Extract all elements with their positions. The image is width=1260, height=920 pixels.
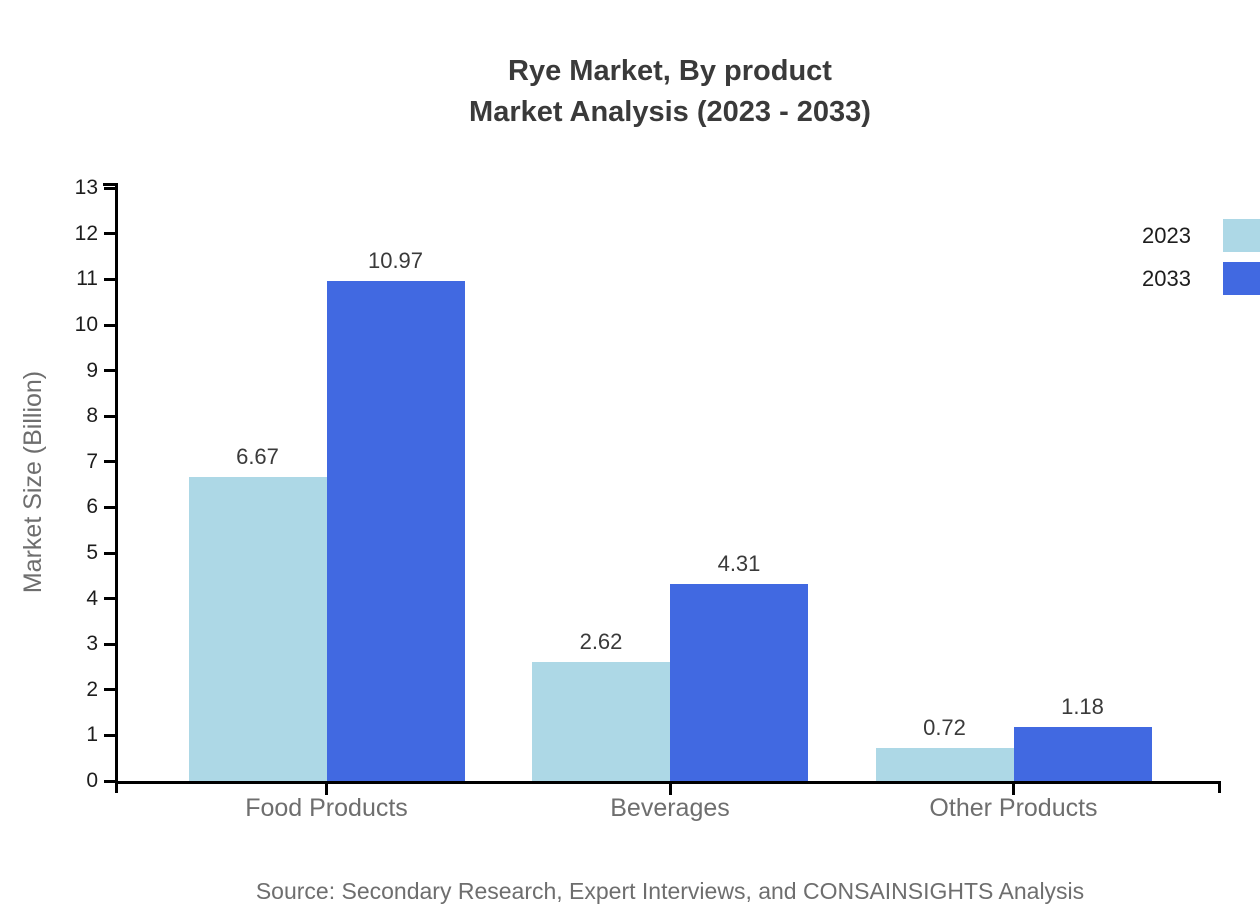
y-tick-label: 4 (86, 586, 98, 610)
value-label-2033-beverages: 4.31 (717, 551, 761, 577)
y-tick (104, 369, 115, 373)
legend-swatch-2023 (1223, 219, 1260, 252)
y-tick-label: 13 (74, 176, 98, 200)
source-note: Source: Secondary Research, Expert Inter… (255, 878, 1085, 904)
x-category-label-beverages: Beverages (610, 794, 730, 822)
y-tick-label: 10 (74, 313, 98, 336)
legend-label-2033: 2033 (1142, 265, 1191, 291)
y-tick-label: 8 (86, 404, 98, 428)
y-tick (104, 597, 115, 601)
y-tick (104, 779, 115, 783)
y-tick-label: 1 (86, 723, 98, 747)
y-tick (104, 733, 115, 737)
y-tick (104, 688, 115, 692)
chart-title: Rye Market, By product Market Analysis (… (80, 51, 1260, 133)
y-tick (104, 551, 115, 555)
x-axis-line (115, 781, 1221, 784)
y-tick (104, 186, 115, 190)
y-tick-label: 3 (86, 632, 98, 656)
y-tick-label: 5 (86, 541, 98, 564)
chart-title-line1: Rye Market, By product (508, 55, 832, 87)
y-tick (104, 642, 115, 646)
value-label-2023-other-products: 0.72 (923, 715, 966, 741)
x-category-label-other-products: Other Products (929, 794, 1098, 822)
y-tick-label: 9 (86, 358, 98, 382)
y-axis-line (115, 183, 118, 793)
value-label-2033-other-products: 1.18 (1061, 694, 1104, 720)
x-category-label-food-products: Food Products (245, 794, 408, 822)
y-tick (104, 232, 115, 236)
legend-swatch-2033 (1223, 262, 1260, 295)
y-tick-label: 0 (86, 769, 98, 792)
x-tick (1012, 784, 1015, 795)
bar-2033-food-products (326, 280, 465, 781)
x-tick (325, 784, 328, 795)
y-axis-top-cap (103, 183, 115, 186)
bar-2033-other-products (1013, 727, 1152, 781)
legend: 2023 2033 (1142, 219, 1260, 295)
y-tick (104, 414, 115, 418)
value-label-2023-food-products: 6.67 (236, 443, 279, 469)
y-tick-label: 7 (86, 449, 98, 473)
chart-title-line2: Market Analysis (2023 - 2033) (469, 96, 871, 128)
value-label-2023-beverages: 2.62 (579, 628, 623, 654)
legend-item-2023: 2023 (1142, 219, 1260, 252)
y-tick (104, 505, 115, 509)
bar-2023-beverages (532, 661, 670, 781)
bar-2033-beverages (670, 584, 808, 781)
bar-2023-food-products (188, 476, 327, 781)
y-tick (104, 323, 115, 327)
y-tick-label: 12 (74, 221, 98, 245)
bar-2023-other-products (875, 748, 1014, 781)
y-tick-label: 6 (86, 495, 98, 519)
y-tick-label: 11 (76, 267, 98, 291)
legend-item-2033: 2033 (1142, 262, 1260, 295)
y-tick (104, 460, 115, 464)
x-tick (668, 784, 672, 795)
legend-label-2023: 2023 (1142, 222, 1191, 248)
y-tick (104, 277, 115, 281)
x-axis-right-cap (1218, 781, 1221, 793)
y-tick-label: 2 (86, 677, 98, 701)
value-label-2033-food-products: 10.97 (367, 247, 424, 273)
